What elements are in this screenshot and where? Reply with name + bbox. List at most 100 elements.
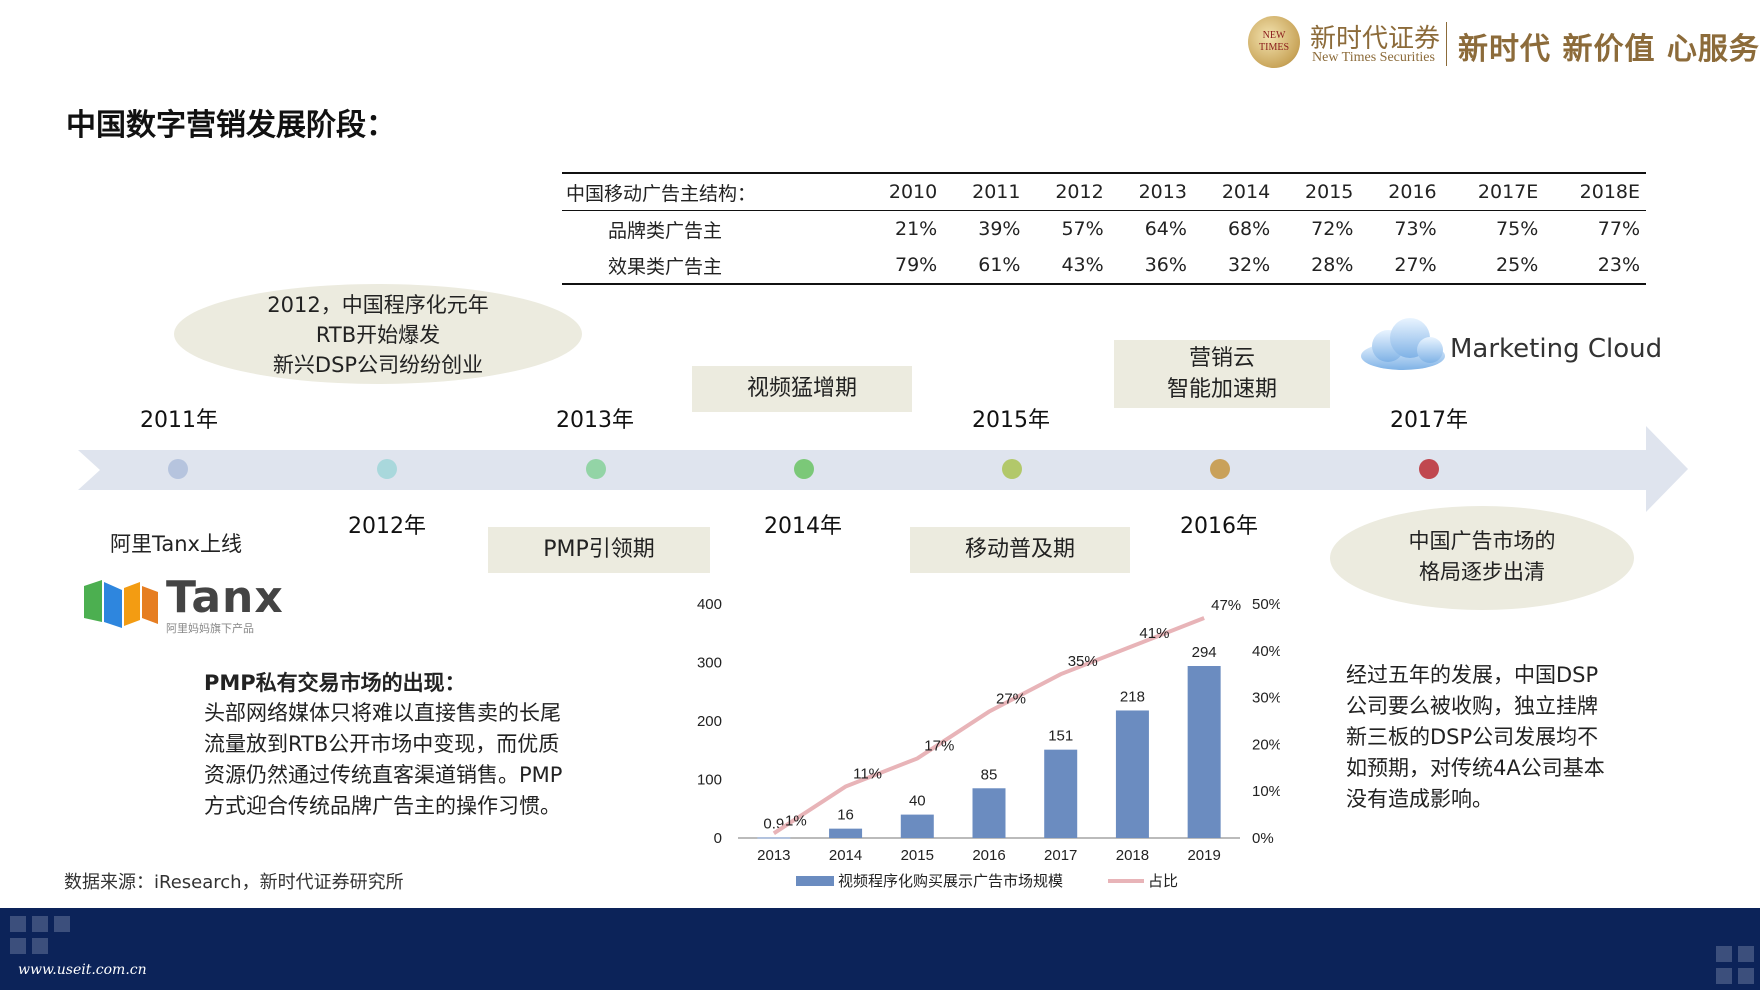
line-value-label: 47% — [1211, 597, 1241, 614]
table-cell: 73% — [1394, 218, 1437, 240]
y-right-tick-label: 30% — [1252, 690, 1280, 707]
line-value-label: 41% — [1139, 625, 1169, 642]
table-row: 效果类广告主 79% 61% 43% 36% 32% 28% 27% 25% 2… — [562, 247, 1646, 285]
pmp-line: 流量放到RTB公开市场中变现，而优质 — [204, 732, 560, 756]
x-tick-label: 2015 — [901, 847, 934, 864]
table-cell: 27% — [1359, 247, 1443, 285]
timeline-dot-2012 — [377, 459, 397, 479]
pmp-heading: PMP私有交易市场的出现： — [204, 671, 466, 695]
tanx-caption: 阿里Tanx上线 — [110, 532, 242, 556]
conclusion-line: 没有造成影响。 — [1346, 787, 1493, 811]
footer-decor-square — [1738, 946, 1754, 962]
phase-video-boom: 视频猛增期 — [692, 366, 912, 412]
ellipse-line: 2012，中国程序化元年 — [267, 293, 489, 317]
phase-marketing-cloud: 营销云 智能加速期 — [1114, 340, 1330, 408]
footer-decor-square — [1716, 946, 1732, 962]
chart-bar — [972, 788, 1006, 838]
table-cell: 39% — [978, 218, 1021, 240]
logo-text-times: TIMES — [1259, 42, 1289, 53]
slogan: 新时代 新价值 心服务 — [1458, 32, 1760, 67]
ellipse-line: 格局逐步出清 — [1419, 560, 1545, 584]
legend-bar-swatch — [796, 876, 834, 886]
ellipse-line: 新兴DSP公司纷纷创业 — [272, 353, 484, 377]
chart-bar — [1187, 666, 1221, 838]
row-label: 效果类广告主 — [562, 247, 860, 285]
line-value-label: 27% — [996, 691, 1026, 708]
table-cell: 36% — [1109, 247, 1193, 285]
footer-decor-square — [1716, 968, 1732, 984]
table-cell: 72% — [1311, 218, 1354, 240]
line-value-label: 11% — [853, 766, 882, 783]
table-year: 2012 — [1026, 172, 1110, 211]
phase-line: 智能加速期 — [1166, 377, 1277, 402]
line-value-label: 35% — [1068, 653, 1098, 670]
y-right-tick-label: 10% — [1252, 783, 1280, 800]
data-source: 数据来源：iResearch，新时代证券研究所 — [64, 872, 404, 893]
brand-name-cn: 新时代证券 — [1310, 24, 1441, 54]
table-year: 2014 — [1192, 172, 1277, 211]
pmp-line: 方式迎合传统品牌广告主的操作习惯。 — [204, 794, 561, 818]
x-tick-label: 2019 — [1187, 847, 1220, 864]
table-year: 2018E — [1544, 172, 1646, 211]
footer-decor-square — [10, 916, 26, 932]
pmp-line: 头部网络媒体只将难以直接售卖的长尾 — [204, 701, 561, 725]
table-cell: 21% — [895, 218, 938, 240]
footer-decor-square — [1738, 968, 1754, 984]
advertiser-structure-table: 中国移动广告主结构： 2010 2011 2012 2013 2014 2015… — [562, 172, 1646, 285]
y-right-tick-label: 40% — [1252, 643, 1280, 660]
timeline-dot-2014 — [794, 459, 814, 479]
table-cell: 25% — [1442, 247, 1545, 285]
x-tick-label: 2018 — [1116, 847, 1149, 864]
table-cell: 68% — [1227, 218, 1271, 240]
table-year: 2015 — [1276, 172, 1360, 211]
milestone-2017-ellipse: 中国广告市场的 格局逐步出清 — [1330, 506, 1634, 610]
line-value-label: 17% — [924, 737, 954, 754]
year-label-2013: 2013年 — [556, 408, 634, 433]
conclusion-line: 公司要么被收购，独立挂牌 — [1346, 694, 1598, 718]
row-label: 品牌类广告主 — [608, 219, 723, 242]
table-header-label: 中国移动广告主结构： — [562, 172, 860, 211]
table-header-row: 中国移动广告主结构： 2010 2011 2012 2013 2014 2015… — [562, 172, 1646, 211]
legend-bar-label: 视频程序化购买展示广告市场规模 — [838, 873, 1063, 890]
conclusion-paragraph: 经过五年的发展，中国DSP 公司要么被收购，独立挂牌 新三板的DSP公司发展均不… — [1346, 660, 1605, 815]
y-left-tick-label: 200 — [697, 713, 722, 730]
marketing-cloud-label: Marketing Cloud — [1450, 334, 1663, 364]
table-year: 2016 — [1359, 172, 1443, 211]
pmp-line: 资源仍然通过传统直客渠道销售。PMP — [204, 763, 563, 787]
x-tick-label: 2013 — [757, 847, 790, 864]
tanx-logo-icon — [84, 580, 158, 628]
footer-decor-square — [10, 938, 26, 954]
bar-value-label: 151 — [1048, 728, 1073, 745]
bar-value-label: 294 — [1192, 644, 1217, 661]
logo-text-new: NEW — [1262, 30, 1286, 41]
y-right-tick-label: 0% — [1252, 830, 1274, 847]
y-right-tick-label: 20% — [1252, 736, 1280, 753]
tanx-logo-subtitle: 阿里妈妈旗下产品 — [166, 622, 254, 635]
table-year: 2013 — [1109, 172, 1193, 211]
y-left-tick-label: 0 — [714, 830, 722, 847]
year-label-2012: 2012年 — [348, 514, 426, 539]
x-tick-label: 2014 — [829, 847, 862, 864]
conclusion-line: 新三板的DSP公司发展均不 — [1346, 725, 1599, 749]
footer-decor-square — [54, 916, 70, 932]
year-label-2016: 2016年 — [1180, 514, 1258, 539]
table-year: 2011 — [943, 172, 1027, 211]
company-logo: NEW TIMES — [1248, 16, 1300, 68]
year-label-2015: 2015年 — [972, 408, 1050, 433]
footer-bar — [0, 908, 1760, 990]
chart-bar — [829, 828, 863, 838]
bar-value-label: 16 — [837, 807, 854, 824]
table-cell: 43% — [1026, 247, 1110, 285]
table-row: 品牌类广告主 21% 39% 57% 64% 68% 72% 73% 75% 7… — [562, 211, 1646, 248]
tanx-logo-text: Tanx — [166, 572, 284, 623]
page-title: 中国数字营销发展阶段： — [66, 108, 396, 143]
table-cell: 79% — [860, 247, 944, 285]
y-right-tick-label: 50% — [1252, 596, 1280, 613]
pmp-paragraph: 头部网络媒体只将难以直接售卖的长尾 流量放到RTB公开市场中变现，而优质 资源仍… — [204, 698, 562, 822]
bar-value-label: 85 — [981, 766, 998, 783]
phase-line: 营销云 — [1188, 346, 1255, 371]
table-cell: 75% — [1496, 218, 1539, 240]
table-year: 2017E — [1442, 172, 1545, 211]
video-programmatic-chart: 01002003004000%10%20%30%40%50%0.92013162… — [697, 596, 1280, 890]
milestone-2012-ellipse: 2012，中国程序化元年 RTB开始爆发 新兴DSP公司纷纷创业 — [174, 284, 582, 384]
